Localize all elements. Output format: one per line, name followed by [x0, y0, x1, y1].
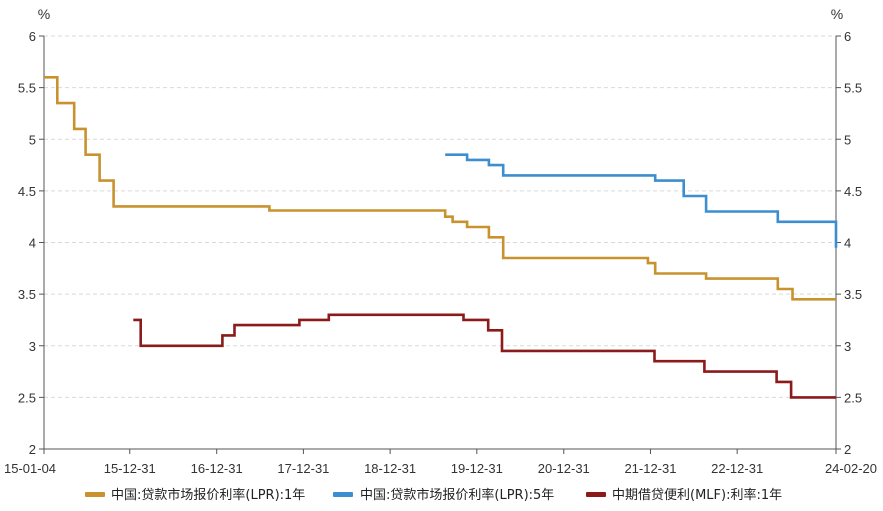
y-tick-label-left: 2: [29, 442, 36, 457]
left-y-unit: %: [38, 6, 50, 22]
legend-label: 中期借贷便利(MLF):利率:1年: [612, 487, 782, 503]
series-line-2: [445, 153, 838, 248]
y-tick-label-right: 2: [844, 442, 851, 457]
x-tick-label: 16-12-31: [191, 461, 243, 476]
series-line-3: [133, 313, 836, 399]
y-tick-label-right: 2.5: [844, 390, 862, 405]
y-ticks: 6 6 5.5 5.5 5 5 4.5 4.5 4 4 3.5 3.5 3 3 2.5 2.5 2 2: [18, 29, 862, 457]
y-tick-label-left: 5: [29, 132, 36, 147]
legend-swatch: [85, 492, 105, 497]
y-tick-label-left: 5.5: [18, 81, 36, 96]
y-tick-label-right: 5.5: [844, 81, 862, 96]
x-tick-label: 20-12-31: [538, 461, 590, 476]
x-tick-label: 18-12-31: [364, 461, 416, 476]
right-y-unit: %: [831, 6, 843, 22]
legend-label: 中国:贷款市场报价利率(LPR):1年: [111, 487, 305, 503]
y-tick-label-left: 2.5: [18, 390, 36, 405]
y-tick-label-right: 3: [844, 339, 851, 354]
legend-swatch: [333, 492, 353, 497]
y-tick-label-right: 5: [844, 132, 851, 147]
y-tick-label-right: 4: [844, 236, 851, 251]
x-tick-label: 15-12-31: [104, 461, 156, 476]
y-tick-label-right: 4.5: [844, 184, 862, 199]
x-tick-label: 21-12-31: [624, 461, 676, 476]
x-tick-label: 22-12-31: [711, 461, 763, 476]
series-lines: [44, 76, 838, 399]
x-tick-label: 19-12-31: [451, 461, 503, 476]
legend-label: 中国:贷款市场报价利率(LPR):5年: [360, 487, 554, 503]
x-tick-label: 24-02-20: [825, 461, 877, 476]
legend-swatch: [586, 492, 606, 497]
x-ticks: 15-01-04 15-12-31 16-12-31 17-12-31 18-12-31…: [4, 449, 877, 476]
y-tick-label-left: 6: [29, 29, 36, 44]
gridlines: [44, 35, 836, 398]
legend: 中国:贷款市场报价利率(LPR):1年 中国:贷款市场报价利率(LPR):5年 中期…: [85, 487, 782, 503]
y-tick-label-right: 6: [844, 29, 851, 44]
y-tick-label-left: 3: [29, 339, 36, 354]
series-line-1: [44, 76, 836, 301]
x-tick-label: 15-01-04: [4, 461, 56, 476]
y-tick-label-left: 3.5: [18, 287, 36, 302]
x-tick-label: 17-12-31: [277, 461, 329, 476]
y-tick-label-left: 4.5: [18, 184, 36, 199]
y-tick-label-right: 3.5: [844, 287, 862, 302]
y-tick-label-left: 4: [29, 236, 36, 251]
